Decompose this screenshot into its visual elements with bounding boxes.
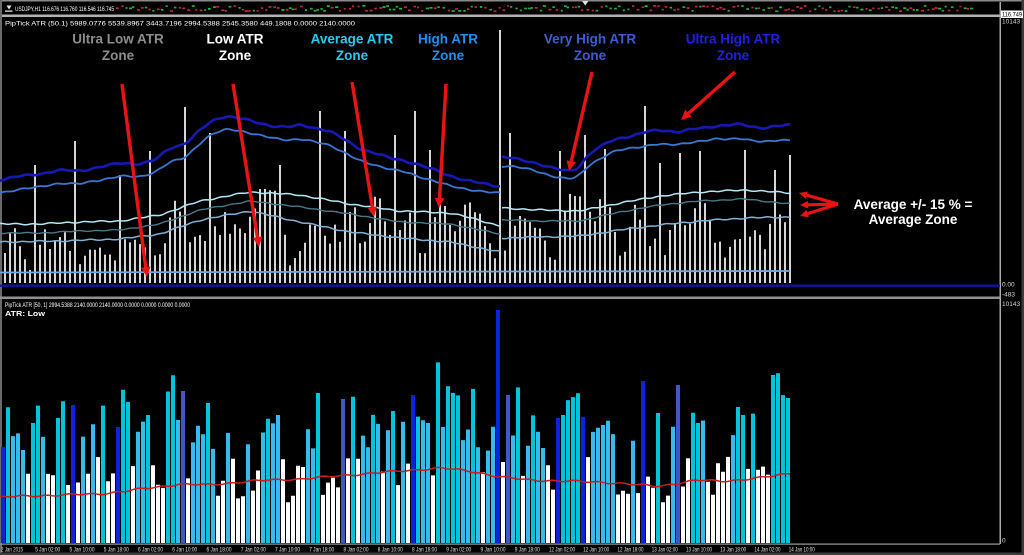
svg-text:Low ATR: Low ATR (207, 32, 264, 47)
svg-text:13 Jan 18:00: 13 Jan 18:00 (720, 547, 746, 554)
svg-text:Average ATR: Average ATR (311, 32, 394, 47)
svg-text:12 Jan 18:00: 12 Jan 18:00 (618, 547, 644, 554)
svg-text:5 Jan 02:00: 5 Jan 02:00 (35, 547, 60, 554)
svg-text:14 Jan 02:00: 14 Jan 02:00 (755, 547, 781, 554)
svg-text:8 Jan 10:00: 8 Jan 10:00 (378, 547, 403, 554)
svg-text:Ultra Low ATR: Ultra Low ATR (72, 32, 164, 47)
svg-text:6 Jan 18:00: 6 Jan 18:00 (207, 547, 232, 554)
svg-text:Zone: Zone (717, 48, 750, 63)
svg-text:2 Jan 2015: 2 Jan 2015 (1, 547, 23, 554)
svg-text:8 Jan 18:00: 8 Jan 18:00 (412, 547, 437, 554)
svg-text:13 Jan 10:00: 13 Jan 10:00 (686, 547, 712, 554)
svg-text:ATR: Low: ATR: Low (5, 311, 46, 318)
svg-text:12 Jan 02:00: 12 Jan 02:00 (549, 547, 575, 554)
svg-text:5 Jan 18:00: 5 Jan 18:00 (104, 547, 129, 554)
svg-text:9 Jan 10:00: 9 Jan 10:00 (481, 547, 506, 554)
svg-text:Average +/- 15 % =: Average +/- 15 % = (854, 197, 973, 212)
svg-text:9 Jan 02:00: 9 Jan 02:00 (446, 547, 471, 554)
svg-text:Zone: Zone (219, 48, 252, 63)
svg-text:0: 0 (1002, 538, 1006, 545)
svg-text:Zone: Zone (336, 48, 369, 63)
svg-text:PipTick ATR [50, 1] 2994.5388: PipTick ATR [50, 1] 2994.5388 2140.0000 … (5, 302, 190, 309)
svg-text:USDJPY,H1 116.676 116.760 116: USDJPY,H1 116.676 116.760 116.546 116.74… (15, 6, 114, 13)
svg-text:8 Jan 02:00: 8 Jan 02:00 (344, 547, 369, 554)
svg-text:Zone: Zone (432, 48, 465, 63)
svg-text:7 Jan 18:00: 7 Jan 18:00 (309, 547, 334, 554)
svg-text:7 Jan 10:00: 7 Jan 10:00 (275, 547, 300, 554)
svg-text:-483: -483 (1002, 292, 1015, 299)
svg-text:Very High ATR: Very High ATR (544, 32, 637, 47)
svg-text:12 Jan 10:00: 12 Jan 10:00 (583, 547, 609, 554)
svg-text:Zone: Zone (102, 48, 135, 63)
svg-text:14 Jan 10:00: 14 Jan 10:00 (789, 547, 815, 554)
svg-text:116.749: 116.749 (1002, 13, 1023, 19)
svg-text:5 Jan 10:00: 5 Jan 10:00 (70, 547, 95, 554)
svg-text:Average Zone: Average Zone (869, 212, 958, 227)
svg-text:9 Jan 18:00: 9 Jan 18:00 (515, 547, 540, 554)
svg-text:PipTick ATR (50.1) 5989.0776 5: PipTick ATR (50.1) 5989.0776 5539.8967 3… (5, 21, 355, 28)
svg-text:10143: 10143 (1002, 19, 1020, 26)
svg-text:0.00: 0.00 (1002, 282, 1015, 289)
svg-text:7 Jan 02:00: 7 Jan 02:00 (241, 547, 266, 554)
svg-text:Ultra High ATR: Ultra High ATR (686, 32, 781, 47)
svg-text:6 Jan 02:00: 6 Jan 02:00 (138, 547, 163, 554)
svg-text:High ATR: High ATR (418, 32, 478, 47)
svg-text:13 Jan 02:00: 13 Jan 02:00 (652, 547, 678, 554)
svg-text:Zone: Zone (574, 48, 607, 63)
svg-text:6 Jan 10:00: 6 Jan 10:00 (172, 547, 197, 554)
svg-text:10143: 10143 (1002, 301, 1020, 308)
